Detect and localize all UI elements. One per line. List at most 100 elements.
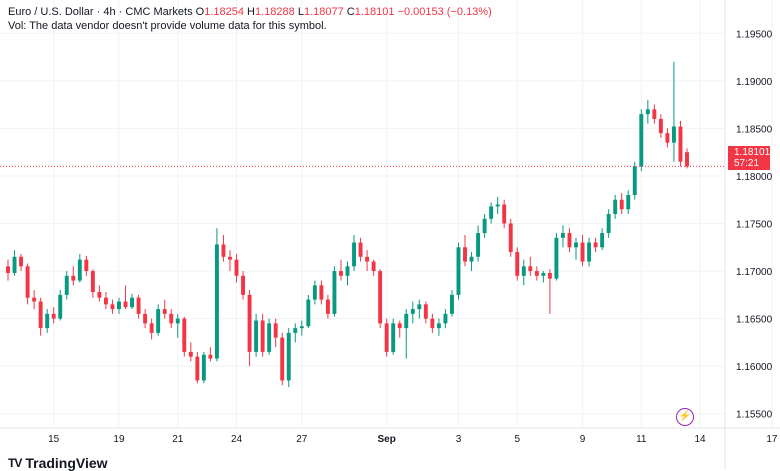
candle — [587, 237, 592, 267]
candle — [306, 294, 311, 329]
candle — [560, 225, 565, 248]
candle — [241, 271, 245, 300]
x-tick-label: 27 — [296, 434, 308, 445]
candle — [201, 351, 206, 384]
candle-body — [319, 285, 324, 300]
candle — [547, 269, 552, 314]
volume-note: Vol: The data vendor doesn't provide vol… — [8, 20, 327, 32]
candle — [397, 320, 402, 338]
high-label: H — [247, 6, 255, 18]
change-value: −0.00153 (−0.13%) — [397, 6, 492, 18]
candle-body — [417, 304, 422, 310]
candle-body — [658, 118, 663, 134]
candle — [410, 301, 415, 324]
candle-body — [463, 247, 467, 262]
candle — [371, 259, 376, 276]
candle-body — [423, 304, 428, 319]
candle — [521, 259, 526, 286]
candle-body — [241, 275, 245, 295]
candle — [25, 263, 30, 305]
candle — [436, 318, 441, 336]
y-tick-label: 1.17000 — [736, 267, 773, 278]
x-tick-label: 17 — [766, 434, 778, 445]
time-axis[interactable]: 1519212427Sep35911141719 — [48, 434, 780, 445]
candle-body — [123, 301, 128, 308]
candle-body — [45, 313, 50, 329]
candle — [51, 307, 56, 324]
candle — [286, 328, 291, 388]
candle-body — [645, 109, 650, 115]
candle-body — [136, 297, 141, 314]
candle-body — [345, 266, 350, 276]
candle — [6, 259, 10, 281]
x-tick-label: 9 — [580, 434, 586, 445]
candle — [267, 318, 272, 355]
candle-body — [404, 313, 409, 329]
candles — [6, 61, 689, 388]
candle — [489, 202, 494, 224]
candle — [652, 104, 657, 124]
candle-body — [567, 233, 572, 248]
candle — [423, 301, 428, 324]
candle — [260, 313, 265, 357]
last-price-tag: 1.18101 57:21 — [728, 146, 770, 170]
x-tick-label: 14 — [694, 434, 706, 445]
candle — [299, 320, 304, 336]
candle — [528, 256, 533, 276]
candle — [247, 290, 252, 367]
candle-body — [632, 166, 637, 195]
candle-body — [482, 218, 487, 234]
price-axis[interactable]: 1.15500 1.16000 1.16500 1.17000 1.17500 1.180… — [736, 29, 773, 420]
candle — [110, 299, 115, 314]
candle — [208, 347, 213, 362]
candle-body — [332, 271, 337, 314]
candle — [45, 309, 50, 333]
candle-body — [247, 294, 252, 352]
high-value: 1.18288 — [255, 6, 295, 18]
candle — [619, 193, 624, 214]
candle — [188, 342, 193, 362]
candle-body — [665, 133, 670, 143]
candle-body — [613, 199, 618, 214]
candle — [534, 266, 539, 281]
candle-body — [156, 309, 161, 333]
candle — [685, 148, 689, 169]
x-tick-label: 3 — [456, 434, 462, 445]
candle — [71, 266, 76, 286]
candle — [606, 209, 611, 238]
candle — [103, 291, 108, 310]
candle — [77, 253, 82, 283]
candle-body — [534, 271, 539, 276]
candle-body — [90, 271, 95, 292]
candle — [554, 233, 559, 281]
candle-body — [450, 294, 454, 314]
candle — [32, 290, 37, 310]
candle-body — [378, 271, 383, 324]
candle — [19, 253, 24, 272]
candle-body — [606, 214, 611, 234]
candle-body — [495, 204, 500, 207]
lightning-icon[interactable]: ⚡ — [676, 408, 694, 426]
candle — [456, 242, 461, 300]
candle-body — [149, 323, 154, 333]
candle — [64, 271, 69, 300]
candle — [482, 214, 487, 238]
candle — [665, 128, 670, 148]
candle-body — [182, 318, 187, 352]
candle — [345, 261, 350, 286]
bar-countdown: 57:21 — [734, 158, 760, 169]
candle — [580, 234, 585, 267]
tradingview-logo[interactable]: TV TradingView — [8, 455, 108, 471]
open-label: O — [195, 6, 205, 18]
candle — [645, 99, 650, 124]
low-value: 1.18077 — [303, 6, 344, 18]
candle-body — [214, 244, 219, 359]
candle-body — [260, 320, 265, 352]
candle-body — [117, 301, 121, 310]
candle-body — [51, 313, 56, 319]
candle-body — [560, 233, 565, 238]
candle-body — [652, 109, 657, 119]
candle-body — [352, 242, 356, 267]
